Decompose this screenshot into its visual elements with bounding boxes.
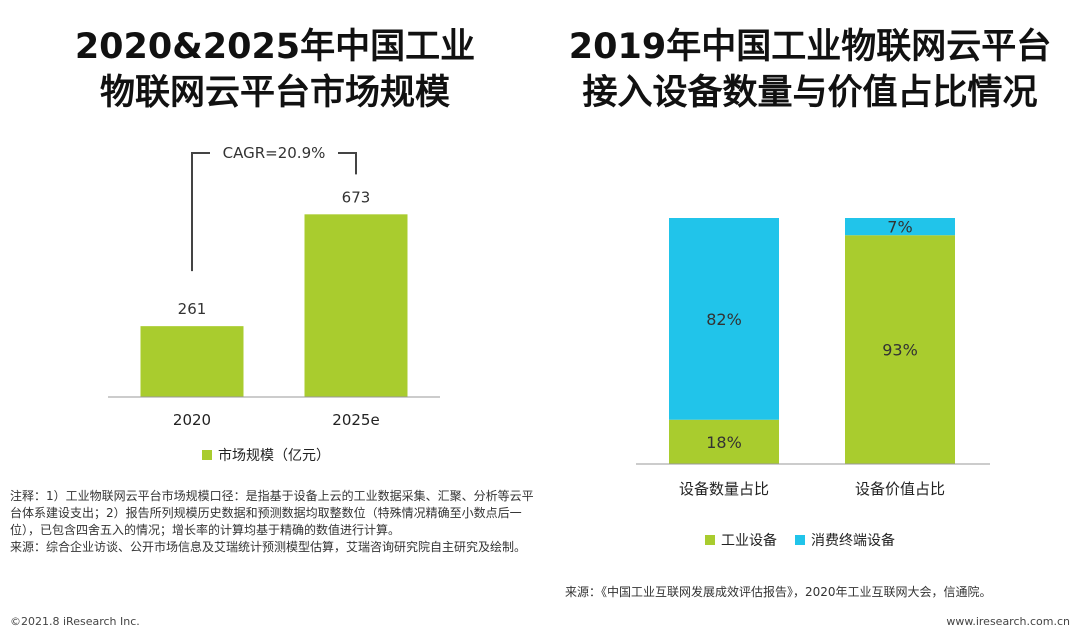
- x-tick-label-2020: 2020: [173, 411, 211, 429]
- stacked-bar-industrial-0: [669, 419, 779, 464]
- source-text-right: 来源：《中国工业互联网发展成效评估报告》，2020年工业互联网大会，信通院。: [565, 585, 992, 599]
- footer-url: www.iresearch.com.cn: [946, 615, 1070, 628]
- legend-label-consumer: 消费终端设备: [811, 533, 895, 549]
- legend-swatch-consumer: [795, 535, 805, 545]
- right-title-line-1: 2019年中国工业物联网云平台: [568, 27, 1052, 67]
- legend-swatch-market-size: [202, 450, 212, 460]
- x-tick-label-2025e: 2025e: [332, 411, 379, 429]
- cagr-bracket-right: [338, 152, 357, 175]
- legend-label-market-size: 市场规模（亿元）: [218, 448, 330, 464]
- right-legend: 工业设备 消费终端设备: [705, 530, 895, 550]
- bar-2020: [140, 326, 244, 397]
- legend-label-industrial: 工业设备: [721, 533, 777, 549]
- source-text-left: 来源：综合企业访谈、公开市场信息及艾瑞统计预测模型估算，艾瑞咨询研究院自主研究及…: [10, 540, 527, 554]
- stacked-value-label-consumer-0: 82%: [706, 310, 742, 329]
- legend-swatch-industrial: [705, 535, 715, 545]
- stacked-value-label-consumer-1: 7%: [887, 218, 912, 237]
- bar-value-label-2020: 261: [178, 300, 207, 318]
- bar-value-label-2025e: 673: [342, 188, 371, 206]
- cagr-annotation: CAGR=20.9%: [223, 144, 326, 162]
- stacked-bar-industrial-1: [845, 235, 955, 464]
- left-notes: 注释：1）工业物联网云平台市场规模口径：是指基于设备上云的工业数据采集、汇聚、分…: [10, 488, 540, 556]
- stacked-bar-consumer-0: [669, 218, 779, 420]
- bar-2025e: [304, 214, 408, 397]
- right-title-line-2: 接入设备数量与价值占比情况: [582, 73, 1038, 113]
- right-chart-title: 2019年中国工业物联网云平台 接入设备数量与价值占比情况: [545, 24, 1075, 116]
- cagr-bracket-left: [191, 152, 210, 272]
- x-tick-label-right-1: 设备价值占比: [855, 480, 945, 498]
- footer-copyright: ©2021.8 iResearch Inc.: [10, 615, 140, 628]
- x-tick-label-right-0: 设备数量占比: [679, 480, 769, 498]
- stacked-bar-consumer-1: [845, 218, 955, 236]
- left-chart-title: 2020&2025年中国工业 物联网云平台市场规模: [30, 24, 520, 116]
- stacked-value-label-industrial-1: 93%: [882, 341, 918, 360]
- left-title-line-2: 物联网云平台市场规模: [99, 73, 450, 113]
- note-text: 注释：1）工业物联网云平台市场规模口径：是指基于设备上云的工业数据采集、汇聚、分…: [10, 489, 534, 537]
- stacked-value-label-industrial-0: 18%: [706, 433, 742, 452]
- left-legend: 市场规模（亿元）: [202, 445, 330, 465]
- left-title-line-1: 2020&2025年中国工业: [74, 27, 476, 67]
